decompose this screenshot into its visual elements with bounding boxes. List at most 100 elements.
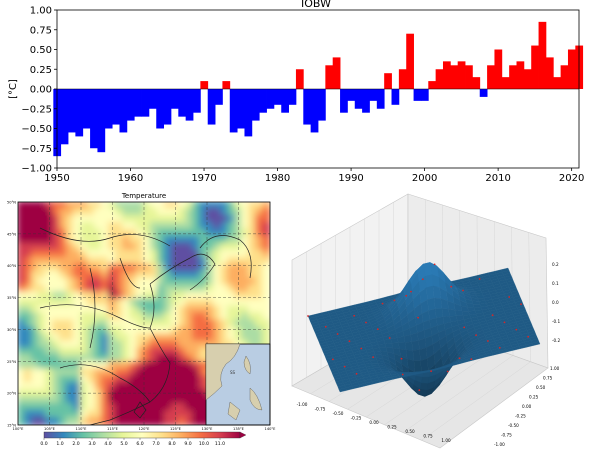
- iobw-bar: [82, 89, 91, 129]
- map-lon-tick-label: 110°E: [76, 427, 88, 431]
- temperature-map-chart: Temperature SS 50°N 45°N 40°N 35°N 30°N 25°N 2…: [7, 192, 277, 447]
- iobw-bar: [332, 57, 341, 89]
- iobw-x-axis: 1950 1960 1970 1980 1990 2000 2010 2020: [44, 168, 584, 184]
- surface-z-tick-label: 0.0: [552, 300, 559, 305]
- iobw-bar: [237, 89, 245, 129]
- surface-y-tick-label: -0.50: [508, 423, 519, 428]
- surface-point: [343, 365, 346, 368]
- iobw-bar: [435, 69, 444, 89]
- iobw-bar: [148, 89, 157, 109]
- surface-y-tick-label: -0.25: [515, 414, 526, 419]
- iobw-bar: [222, 81, 231, 89]
- colorbar-tick-label: 0.0: [40, 441, 47, 447]
- surface-point: [450, 285, 453, 288]
- iobw-bar: [560, 65, 569, 89]
- surface-y-tick-label: 0.00: [522, 404, 532, 409]
- iobw-bar: [156, 89, 165, 129]
- iobw-bar: [391, 89, 400, 105]
- iobw-bar: [457, 61, 466, 89]
- map-lat-tick-label: 45°N: [7, 232, 16, 236]
- surface-z-tick-label: -0.2: [552, 338, 561, 343]
- iobw-bar: [347, 89, 356, 101]
- iobw-bar: [465, 65, 473, 89]
- surface-point: [475, 334, 477, 337]
- iobw-bar: [178, 89, 187, 117]
- iobw-y-tick-label: −0.50: [21, 124, 52, 135]
- map-lat-tick-label: 50°N: [7, 201, 16, 205]
- iobw-bar: [384, 73, 392, 89]
- iobw-y-tick-label: 0.00: [30, 85, 52, 96]
- map-lon-tick-label: 105°E: [44, 427, 56, 431]
- surface-x-tick-label: 0.50: [405, 429, 415, 434]
- surface-point: [324, 325, 327, 328]
- map-lon-axis: 100°E 105°E 110°E 115°E 120°E 125°E 130°E 135°E…: [13, 427, 277, 431]
- iobw-bar: [281, 89, 289, 113]
- iobw-bar: [376, 89, 385, 109]
- map-lon-tick-label: 140°E: [265, 427, 277, 431]
- iobw-bar: [494, 49, 503, 89]
- surface-x-tick-label: -0.50: [333, 411, 344, 416]
- map-colorbar: 0.0 1.0 2.0 3.0 4.0 5.0 6.0 7.0 8.0 9.0 10.0 11.0: [40, 431, 247, 447]
- surface-point: [503, 321, 506, 324]
- iobw-bar: [200, 81, 209, 89]
- iobw-bar: [119, 89, 128, 133]
- iobw-bar: [516, 61, 525, 89]
- iobw-x-tick-label: 1960: [118, 173, 143, 184]
- surface-point: [527, 335, 530, 338]
- map-lat-tick-label: 20°N: [7, 392, 16, 396]
- iobw-bar: [538, 21, 547, 90]
- iobw-bar: [60, 89, 69, 145]
- surface-point: [418, 389, 421, 392]
- surface-point: [462, 289, 464, 292]
- map-lat-tick-label: 35°N: [7, 296, 16, 300]
- iobw-x-tick-label: 2010: [485, 173, 510, 184]
- iobw-bar: [545, 57, 554, 89]
- iobw-x-tick-label: 2020: [559, 173, 584, 184]
- temperature-field: [18, 202, 270, 425]
- iobw-bar: [523, 69, 532, 89]
- surface-point: [520, 303, 522, 306]
- iobw-bar: [134, 89, 142, 117]
- iobw-bar: [501, 77, 510, 89]
- map-lon-tick-label: 125°E: [170, 427, 182, 431]
- iobw-bar: [266, 89, 275, 109]
- temperature-map-title: Temperature: [121, 192, 166, 200]
- iobw-bar: [68, 89, 76, 133]
- iobw-bar: [369, 89, 378, 101]
- surface-point: [353, 314, 356, 317]
- colorbar-tick-label: 3.0: [88, 441, 95, 447]
- iobw-x-tick-label: 2000: [412, 173, 437, 184]
- surface-sample-points: [307, 263, 530, 392]
- surface-point: [463, 326, 466, 329]
- iobw-bar: [310, 89, 319, 133]
- coastline-borders: [39, 227, 252, 425]
- iobw-x-tick-label: 1980: [265, 173, 290, 184]
- surface-z-axis: 0.2 0.1 0.0 -0.1 -0.2: [552, 262, 561, 343]
- iobw-x-tick-label: 1950: [44, 173, 69, 184]
- surface-point: [331, 358, 334, 361]
- colorbar-tick-label: 5.0: [120, 441, 127, 447]
- map-frame: [17, 201, 271, 426]
- surface-point: [400, 357, 403, 360]
- iobw-bar: [413, 89, 422, 101]
- iobw-bar: [362, 89, 370, 113]
- iobw-bar: [420, 89, 429, 101]
- surface-point: [430, 370, 433, 373]
- iobw-bar: [97, 89, 106, 153]
- iobw-bar: [531, 45, 539, 89]
- map-lat-tick-label: 25°N: [7, 360, 16, 364]
- iobw-y-tick-label: −0.25: [21, 104, 52, 115]
- map-lat-tick-label: 30°N: [7, 328, 16, 332]
- iobw-bar: [487, 65, 495, 89]
- surface-y-tick-label: -0.75: [501, 433, 512, 438]
- iobw-bar: [90, 89, 98, 149]
- surface-y-axis: -1.00 -0.75 -0.50 -0.25 0.00 0.25 0.50 0.75 1.00: [494, 366, 560, 447]
- surface-point: [508, 296, 511, 298]
- colorbar-tick-label: 10.0: [199, 441, 209, 447]
- map-inset-label: SS: [230, 370, 236, 375]
- iobw-bar: [215, 89, 223, 105]
- iobw-y-tick-label: 0.25: [30, 65, 52, 76]
- iobw-chart: IOBW [°C] 1.00 0.75 0.50 0.25 0.00 −0.25 −0.50…: [8, 0, 584, 184]
- iobw-bar: [398, 69, 407, 89]
- colorbar-tick-label: 7.0: [152, 441, 159, 447]
